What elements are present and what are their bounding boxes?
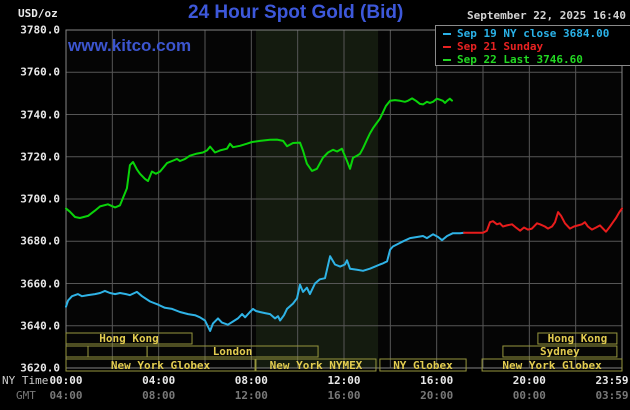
market-session-box xyxy=(146,345,319,358)
y-tick-label: 3740.0 xyxy=(20,108,60,121)
x-axis-gmt-label: GMT xyxy=(16,389,36,402)
x-tick-label-gmt: 20:00 xyxy=(420,389,454,402)
y-axis-unit-label: USD/oz xyxy=(18,7,58,20)
market-session-label: Hong Kong xyxy=(99,332,159,345)
legend-dash-icon xyxy=(443,32,451,35)
market-session-label: Sydney xyxy=(540,345,580,358)
market-session-label: New York Globex xyxy=(502,359,602,372)
price-line xyxy=(463,207,623,234)
market-session-box xyxy=(481,358,623,372)
x-tick-label-gmt: 04:00 xyxy=(49,389,83,402)
x-tick-label-ny: 16:00 xyxy=(420,374,454,387)
market-session-box xyxy=(65,332,193,345)
market-session-label: London xyxy=(213,345,253,358)
y-tick-label: 3720.0 xyxy=(20,150,60,164)
x-tick-label-ny: 00:00 xyxy=(49,374,83,387)
market-session-label: New York NYMEX xyxy=(270,359,363,372)
legend-item: Sep 21 Sunday xyxy=(443,40,630,53)
x-axis-ny-time-label: NY Time xyxy=(2,374,49,387)
kitco-website-link[interactable]: www.kitco.com xyxy=(68,36,192,55)
x-tick-label-ny: 12:00 xyxy=(327,374,361,387)
x-tick-label-gmt: 00:00 xyxy=(512,389,546,402)
legend-dash-icon xyxy=(443,58,451,61)
plot-border xyxy=(65,29,623,369)
legend-label: Sep 22 Last 3746.60 xyxy=(457,53,583,66)
legend-dash-icon xyxy=(443,45,451,48)
x-tick-label-gmt: 16:00 xyxy=(327,389,361,402)
legend-item: Sep 22 Last 3746.60 xyxy=(443,53,630,66)
y-tick-label: 3680.0 xyxy=(20,234,60,248)
price-line xyxy=(65,97,453,219)
legend-label: Sep 19 NY close 3684.00 xyxy=(457,27,610,40)
chart-legend: Sep 19 NY close 3684.00 Sep 21 Sunday Sep … xyxy=(435,25,630,66)
market-session-box xyxy=(537,332,618,345)
x-tick-label-ny: 04:00 xyxy=(142,374,176,387)
market-session-box xyxy=(65,358,256,372)
x-tick-label-gmt: 03:59 xyxy=(595,389,629,402)
page-title: 24 Hour Spot Gold (Bid) xyxy=(188,2,404,23)
legend-item: Sep 19 NY close 3684.00 xyxy=(443,27,630,40)
legend-label: Sep 21 Sunday xyxy=(457,40,544,53)
y-tick-label: 3780.0 xyxy=(20,23,60,37)
market-session-label: New York Globex xyxy=(111,359,211,372)
x-tick-label-ny: 20:00 xyxy=(512,374,546,387)
x-tick-label-gmt: 08:00 xyxy=(142,389,176,402)
y-tick-label: 3620.0 xyxy=(20,361,60,375)
market-session-box xyxy=(379,358,467,372)
y-tick-label: 3640.0 xyxy=(20,319,60,333)
market-session-label: NY Globex xyxy=(393,359,453,372)
x-tick-label-gmt: 12:00 xyxy=(234,389,268,402)
y-tick-label: 3760.0 xyxy=(20,65,60,79)
x-tick-label-ny: 23:59 xyxy=(595,374,629,387)
market-session-label: Hong Kong xyxy=(548,332,608,345)
y-tick-label: 3700.0 xyxy=(20,192,60,206)
x-tick-label-ny: 08:00 xyxy=(234,374,268,387)
timestamp-label: September 22, 2025 16:40 xyxy=(467,9,626,22)
market-session-box xyxy=(255,358,377,372)
price-line xyxy=(65,231,465,332)
y-tick-label: 3660.0 xyxy=(20,277,60,290)
market-session-box xyxy=(502,345,618,358)
